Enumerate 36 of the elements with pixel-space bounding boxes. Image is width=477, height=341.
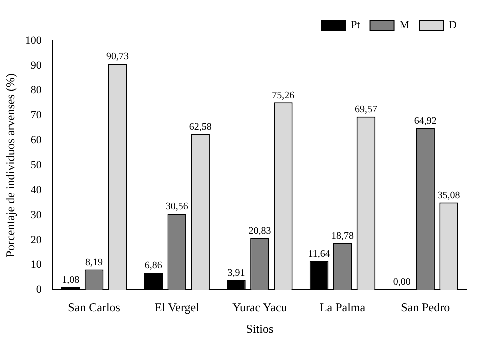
y-tick-label: 60: [30, 134, 42, 147]
data-label: 18,78: [332, 231, 354, 242]
data-label: 69,57: [354, 104, 378, 116]
y-tick-label: 80: [30, 84, 42, 97]
y-tick-label: 90: [30, 60, 42, 72]
x-tick-label: La Palma: [320, 300, 366, 315]
data-label: 3,91: [228, 268, 246, 280]
legend-label: Pt: [351, 19, 360, 32]
x-tick-label: San Carlos: [68, 300, 121, 315]
data-label: 30,56: [166, 202, 188, 213]
data-label: 35,08: [438, 190, 460, 202]
y-tick-label: 40: [30, 184, 42, 196]
data-label: 1,08: [62, 275, 80, 286]
x-tick-label: San Pedro: [401, 300, 450, 315]
y-tick-label: 70: [30, 110, 42, 122]
legend-label: M: [400, 19, 410, 32]
y-tick-label: 100: [25, 34, 42, 47]
y-tick-label: 30: [30, 209, 42, 222]
data-label: 20,83: [248, 226, 272, 237]
data-label: 90,73: [106, 52, 130, 63]
x-axis-title: Sitios: [246, 322, 274, 336]
data-label: 0,00: [393, 276, 411, 288]
x-tick-label: Yurac Yacu: [232, 300, 288, 315]
data-label: 8,19: [86, 257, 104, 268]
data-label: 6,86: [144, 260, 162, 272]
data-label: 64,92: [414, 116, 437, 128]
data-label: 75,26: [272, 90, 295, 102]
x-tick-label: El Vergel: [154, 300, 200, 315]
legend-label: D: [449, 19, 458, 32]
y-tick-label: 10: [30, 259, 42, 272]
y-tick-label: 0: [36, 284, 42, 296]
y-axis-title: Porcentaje de individuos arvenses (%): [3, 74, 18, 258]
data-label: 11,64: [308, 248, 330, 260]
y-tick-label: 50: [30, 159, 42, 172]
y-tick-label: 20: [30, 234, 42, 246]
data-label: 62,58: [189, 122, 212, 133]
